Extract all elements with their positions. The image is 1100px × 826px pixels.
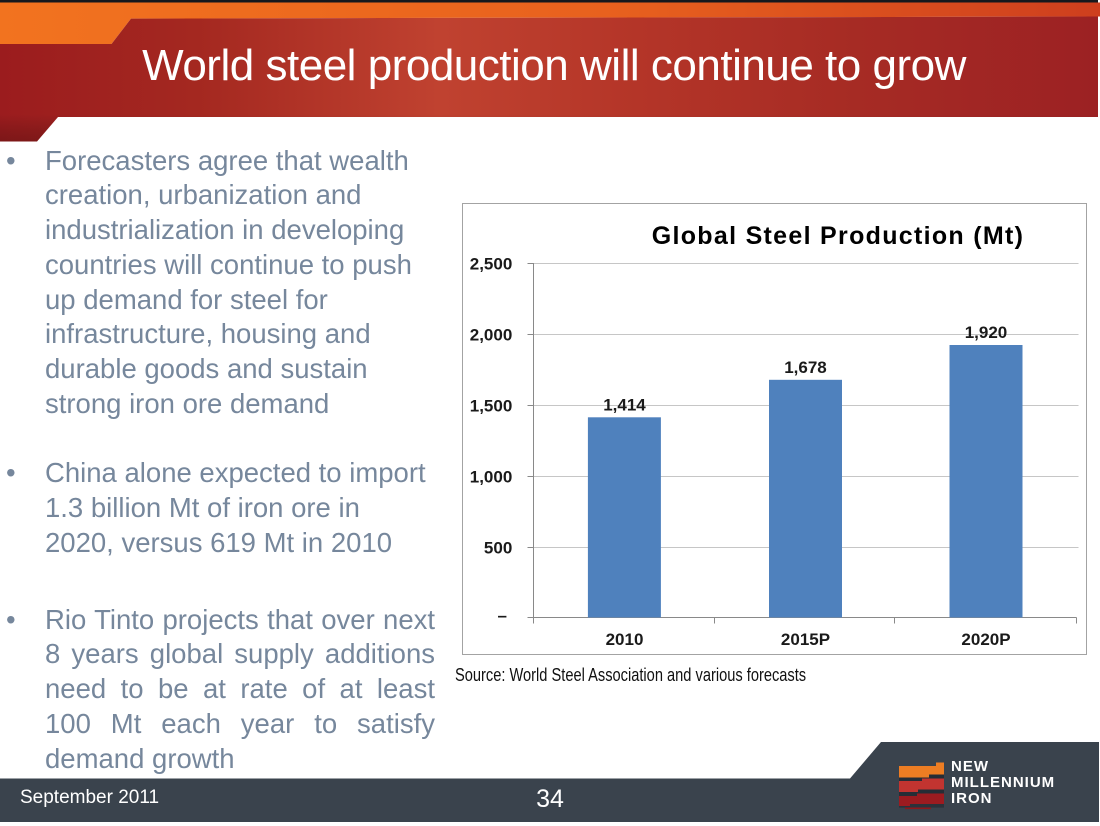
svg-text:1,414: 1,414 <box>603 395 646 414</box>
svg-text:–: – <box>497 606 506 625</box>
svg-text:2,500: 2,500 <box>469 254 512 273</box>
svg-text:2020P: 2020P <box>961 630 1010 649</box>
svg-text:1,500: 1,500 <box>469 396 512 415</box>
svg-text:1,678: 1,678 <box>784 358 827 377</box>
svg-text:2010: 2010 <box>605 630 643 649</box>
svg-text:2015P: 2015P <box>780 630 829 649</box>
svg-text:500: 500 <box>483 538 511 557</box>
svg-text:Global Steel Production (Mt): Global Steel Production (Mt) <box>651 222 1024 250</box>
svg-text:2,000: 2,000 <box>469 325 512 344</box>
svg-text:1,920: 1,920 <box>964 323 1007 342</box>
svg-text:1,000: 1,000 <box>469 467 512 486</box>
